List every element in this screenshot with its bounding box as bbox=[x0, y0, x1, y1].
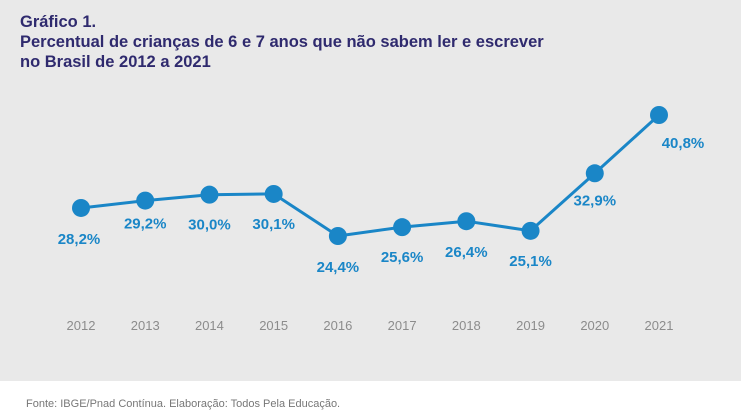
data-point-2013 bbox=[136, 191, 155, 210]
data-label-2021: 40,8% bbox=[662, 135, 705, 152]
data-label-2015: 30,1% bbox=[252, 216, 295, 233]
data-label-2019: 25,1% bbox=[509, 253, 552, 270]
data-label-2020: 32,9% bbox=[574, 192, 617, 209]
data-point-2012 bbox=[72, 198, 90, 217]
chart-panel bbox=[0, 0, 741, 381]
chart-title-line-1: Percentual de crianças de 6 e 7 anos que… bbox=[20, 33, 544, 51]
data-label-2014: 30,0% bbox=[188, 217, 231, 234]
data-point-2021 bbox=[650, 106, 668, 124]
x-tick-label-2014: 2014 bbox=[195, 318, 224, 333]
x-tick-label-2021: 2021 bbox=[645, 318, 674, 333]
series-line-layer bbox=[80, 113, 661, 238]
data-point-2019 bbox=[521, 221, 540, 240]
data-label-2012: 28,2% bbox=[58, 231, 101, 248]
data-label-2017: 25,6% bbox=[381, 249, 424, 266]
x-tick-label-2018: 2018 bbox=[452, 318, 481, 333]
data-point-2018 bbox=[457, 212, 476, 231]
data-labels-layer: 28,2% 29,2% 30,0% 30,1% 24,4% 25,6% 26,4% 25,1%… bbox=[58, 135, 705, 276]
data-point-2016 bbox=[328, 227, 347, 245]
data-point-2017 bbox=[393, 218, 412, 237]
x-tick-label-2015: 2015 bbox=[259, 318, 288, 333]
x-tick-label-2019: 2019 bbox=[516, 318, 545, 333]
x-tick-label-2013: 2013 bbox=[131, 318, 160, 333]
data-label-2013: 29,2% bbox=[124, 216, 167, 233]
x-axis-ticks-layer: 2012 2013 2014 2015 2016 2017 2018 2019 2020 2021 bbox=[67, 318, 674, 333]
data-point-2014 bbox=[200, 185, 219, 204]
figure-label: Gráfico 1. bbox=[20, 13, 97, 31]
line-chart: 28,2% 29,2% 30,0% 30,1% 24,4% 25,6% 26,4% 25,1%… bbox=[58, 106, 705, 333]
data-points-layer bbox=[72, 106, 668, 245]
chart-title-block: Gráfico 1. Percentual de crianças de 6 e… bbox=[20, 12, 544, 72]
series-line bbox=[80, 113, 661, 238]
x-tick-label-2020: 2020 bbox=[580, 318, 609, 333]
source-note: Fonte: IBGE/Pnad Contínua. Elaboração: T… bbox=[26, 398, 341, 410]
x-tick-label-2016: 2016 bbox=[323, 318, 352, 333]
data-label-2016: 24,4% bbox=[317, 259, 360, 276]
x-tick-label-2012: 2012 bbox=[67, 318, 96, 333]
chart-title-line-2: no Brasil de 2012 a 2021 bbox=[20, 53, 211, 71]
x-tick-label-2017: 2017 bbox=[388, 318, 417, 333]
data-point-2015 bbox=[264, 184, 283, 203]
data-label-2018: 26,4% bbox=[445, 244, 488, 261]
data-point-2020 bbox=[585, 164, 604, 183]
